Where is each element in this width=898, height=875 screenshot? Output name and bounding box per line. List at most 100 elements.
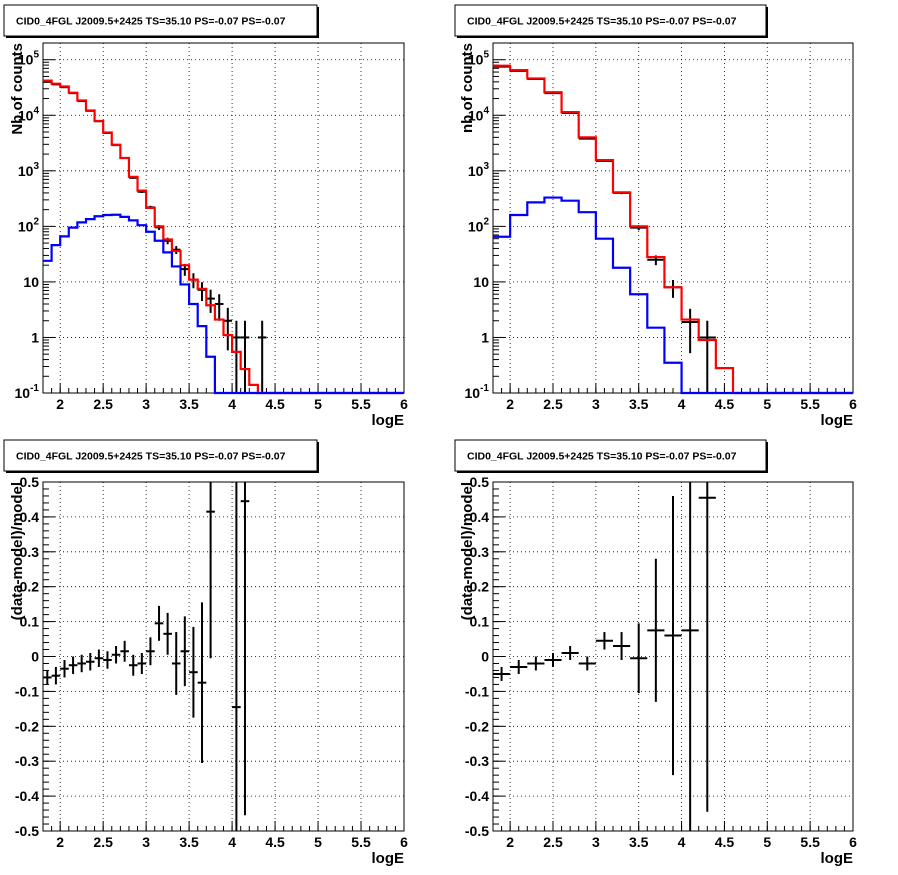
residual-point [43,670,52,685]
y-tick-label: 0.2 [20,579,40,595]
x-tick-label: 4 [228,834,236,850]
y-tick-label: -0.2 [465,718,489,734]
x-tick-label: 2.5 [543,396,563,412]
data-point [232,320,241,393]
residual-point [527,656,545,671]
x-tick-label: 2 [506,396,514,412]
residual-point [630,623,648,694]
y-tick-label: 103 [468,161,490,179]
x-tick-label: 6 [400,834,408,850]
residual-point [137,653,147,674]
y-tick-label: -0.3 [15,753,39,769]
x-tick-label: 2 [56,396,64,412]
y-tick-label: 102 [468,216,490,234]
x-tick-label: 4.5 [265,396,285,412]
x-tick-label: 3.5 [179,396,199,412]
x-tick-label: 5.5 [351,396,371,412]
y-axis-label: (data-model)/model [9,482,26,620]
x-axis-label: logE [821,850,854,867]
residual-point [60,659,69,678]
y-axis-label: nb of counts [459,43,476,133]
residual-point [120,640,129,662]
y-tick-label: 0.1 [20,614,40,630]
data-point [223,307,233,351]
plot-title: CID0_4FGL J2009.5+2425 TS=35.10 PS=-0.07… [16,16,286,28]
y-tick-label: 0.3 [470,544,490,560]
y-tick-label: 0.4 [470,509,490,525]
x-axis-label: logE [372,850,405,867]
x-tick-label: 4.5 [265,834,285,850]
residual-point [232,482,241,831]
x-tick-label: 4 [228,396,236,412]
y-axis-label: Nb of counts [9,43,26,135]
data-point [240,320,250,393]
y-tick-label: 102 [18,216,40,234]
y-tick-label: 0.1 [470,614,490,630]
residual-point [561,646,579,660]
y-tick-label: 104 [18,105,40,123]
data-point [257,320,267,393]
x-tick-label: 4 [678,834,686,850]
residual-point [171,632,181,695]
y-tick-label: -0.2 [15,718,39,734]
residual-point [85,653,95,671]
plot-title: CID0_4FGL J2009.5+2425 TS=35.10 PS=-0.07… [467,451,737,463]
data-point [698,320,716,393]
x-tick-label: 3 [592,834,600,850]
y-tick-label: 105 [18,50,40,68]
source-model-histogram [43,213,404,395]
y-tick-label: -0.4 [15,788,39,804]
residual-point [544,653,562,667]
residual-point [68,656,78,674]
residual-point [681,482,699,831]
x-tick-label: 5.5 [800,396,820,412]
residual-point [206,482,215,659]
y-tick-label: 0 [31,649,39,665]
y-tick-label: 10 [473,274,489,290]
plot-frame [492,42,854,394]
residuals-panel-right: 2 2.5 3 3.5 4 4.5 5 5.5 6 -0.5 -0.4 -0.3 -0.2 -0.1 0 0.… [454,439,857,867]
y-tick-label: -0.5 [465,823,489,839]
residual-point [163,612,172,655]
residual-point [613,632,631,660]
x-tick-label: 2.5 [93,834,113,850]
residual-point [197,602,207,763]
x-tick-label: 3.5 [179,834,199,850]
y-tick-label: 0.5 [20,474,40,490]
x-tick-label: 2.5 [93,396,113,412]
residual-point [111,646,121,664]
x-axis-label: logE [372,412,405,429]
counts-panel-binned-right: 2 2.5 3 3.5 4 4.5 5 5.5 6 10-1 1 10 102 103 104 105 logE… [454,4,857,429]
x-tick-label: 5 [314,396,322,412]
residual-point [189,626,198,718]
residual-point [103,651,112,669]
title-box [454,4,767,37]
y-tick-label: 0.2 [470,579,490,595]
x-tick-label: 3 [142,396,150,412]
x-tick-label: 2 [56,834,64,850]
y-tick-label: 103 [18,161,40,179]
plot-title: CID0_4FGL J2009.5+2425 TS=35.10 PS=-0.07… [467,16,737,28]
residual-point [51,666,61,685]
residual-point [240,482,250,816]
y-tick-label: 1 [481,329,489,345]
plot-frame [42,42,405,394]
x-tick-label: 2 [506,834,514,850]
residual-point [180,616,190,687]
x-tick-label: 5.5 [800,834,820,850]
residual-point [510,659,528,674]
x-tick-label: 3.5 [629,834,649,850]
y-tick-label: 104 [468,105,490,123]
y-tick-label: 10-1 [465,383,490,401]
residual-point [77,654,86,673]
residual-point [647,558,665,702]
x-tick-label: 4.5 [715,834,735,850]
x-axis-label: logE [821,412,854,429]
residual-point [94,649,104,667]
residual-point [595,632,613,650]
residual-point [664,495,682,776]
y-tick-label: -0.4 [465,788,489,804]
residual-point [154,605,164,641]
data-point [206,289,215,313]
